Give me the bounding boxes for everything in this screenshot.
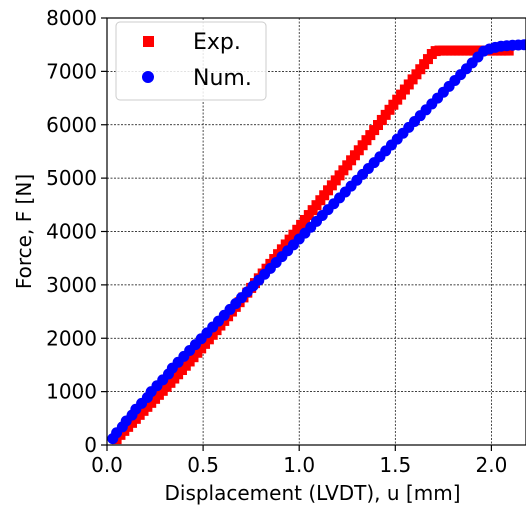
- data-point-exp: [353, 145, 364, 156]
- x-tick-label: 1.5: [379, 453, 411, 477]
- data-point-exp: [361, 135, 372, 146]
- x-tick-label: 0.5: [187, 453, 219, 477]
- y-tick-label: 2000: [46, 326, 97, 350]
- x-tick-label: 0.0: [91, 453, 123, 477]
- y-tick-label: 5000: [46, 166, 97, 190]
- tick-layer: 0.0 0.5 1.0 1.5 2.0 0 1000 2000 3000 4000 5000 6000…: [46, 6, 507, 477]
- legend-marker-num: [142, 71, 154, 83]
- x-tick-label: 2.0: [475, 453, 507, 477]
- data-point-exp: [384, 104, 395, 115]
- data-point-exp: [346, 155, 357, 166]
- y-tick-label: 6000: [46, 113, 97, 137]
- data-point-exp: [349, 150, 360, 161]
- series-num: [107, 39, 526, 445]
- y-tick-label: 4000: [46, 220, 97, 244]
- legend-label-exp: Exp.: [193, 30, 241, 55]
- legend-marker-exp: [143, 36, 154, 47]
- data-point-exp: [380, 109, 391, 120]
- legend-label-num: Num.: [193, 66, 252, 91]
- data-point-exp: [388, 99, 399, 110]
- data-point-exp: [403, 79, 414, 90]
- data-point-exp: [396, 89, 407, 100]
- data-point-exp: [357, 140, 368, 151]
- data-point-exp: [407, 74, 418, 85]
- data-point-exp: [399, 84, 410, 95]
- legend: Exp. Num.: [115, 21, 267, 101]
- y-axis-title: Force, F [N]: [12, 174, 36, 289]
- data-point-exp: [392, 94, 403, 105]
- data-point-exp: [369, 125, 380, 136]
- y-tick-label: 1000: [46, 380, 97, 404]
- data-point-exp: [334, 170, 345, 181]
- data-point-exp: [376, 114, 387, 125]
- y-tick-label: 3000: [46, 273, 97, 297]
- data-point-exp: [342, 160, 353, 171]
- data-point-exp: [411, 69, 422, 80]
- y-tick-label: 7000: [46, 59, 97, 83]
- x-axis-title: Displacement (LVDT), u [mm]: [164, 481, 460, 505]
- data-point-exp: [365, 130, 376, 141]
- data-point-exp: [338, 165, 349, 176]
- data-point-exp: [419, 59, 430, 70]
- y-tick-label: 8000: [46, 6, 97, 30]
- data-point-exp: [373, 120, 384, 131]
- data-point-num: [518, 39, 526, 51]
- data-point-exp: [330, 175, 341, 186]
- data-layer: [107, 39, 526, 445]
- data-point-exp: [415, 64, 426, 75]
- y-tick-label: 0: [84, 433, 97, 457]
- x-tick-label: 1.0: [283, 453, 315, 477]
- data-point-exp: [422, 54, 433, 65]
